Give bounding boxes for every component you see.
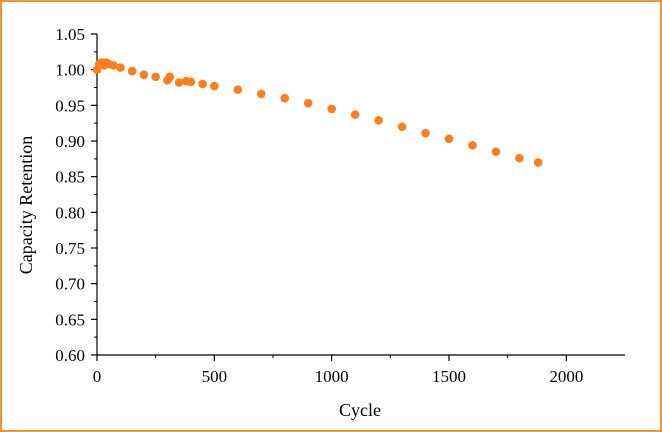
data-point: [350, 110, 360, 119]
data-point: [210, 81, 219, 91]
data-point: [491, 147, 501, 156]
x-tick-label: 0: [93, 367, 102, 386]
x-tick-label: 2000: [549, 367, 583, 386]
tick-labels: 0.60 0.65 0.70 0.75 0.80 0.85 0.90 0.95 1.00 1.05…: [55, 25, 583, 386]
data-series: [92, 58, 543, 167]
y-tick-label: 0.60: [55, 346, 85, 365]
y-tick-label: 0.85: [55, 168, 85, 187]
y-tick-label: 0.90: [55, 132, 85, 151]
y-tick-label: 1.00: [55, 61, 85, 80]
data-point: [198, 79, 207, 89]
data-point: [165, 72, 175, 82]
data-point: [444, 134, 454, 144]
axis-ticks: [91, 33, 567, 361]
y-tick-label: 0.75: [55, 239, 85, 258]
y-tick-label: 0.80: [55, 203, 85, 222]
data-point: [116, 63, 125, 72]
data-point: [533, 158, 543, 167]
data-point: [139, 70, 149, 79]
x-axis-label: Cycle: [339, 400, 381, 420]
data-point: [127, 66, 137, 76]
data-point: [280, 93, 290, 103]
data-point: [186, 77, 196, 87]
series: [92, 58, 543, 167]
data-point: [515, 153, 524, 163]
y-tick-label: 0.70: [55, 275, 85, 294]
data-point: [327, 104, 336, 114]
y-tick-label: 1.05: [55, 25, 85, 44]
x-tick-label: 1000: [315, 367, 349, 386]
y-axis-label: Capacity Retention: [16, 136, 36, 274]
data-point: [256, 89, 266, 99]
y-tick-label: 0.65: [55, 310, 85, 329]
data-point: [397, 122, 407, 132]
data-point: [151, 72, 160, 82]
data-point: [109, 61, 118, 70]
x-tick-label: 500: [202, 367, 228, 386]
x-tick-label: 1500: [432, 367, 466, 386]
data-point: [374, 116, 383, 125]
data-point: [174, 78, 184, 87]
y-tick-label: 0.95: [55, 96, 85, 115]
data-point: [468, 140, 477, 150]
data-point: [233, 85, 243, 94]
data-point: [303, 98, 313, 108]
data-point: [421, 128, 430, 138]
